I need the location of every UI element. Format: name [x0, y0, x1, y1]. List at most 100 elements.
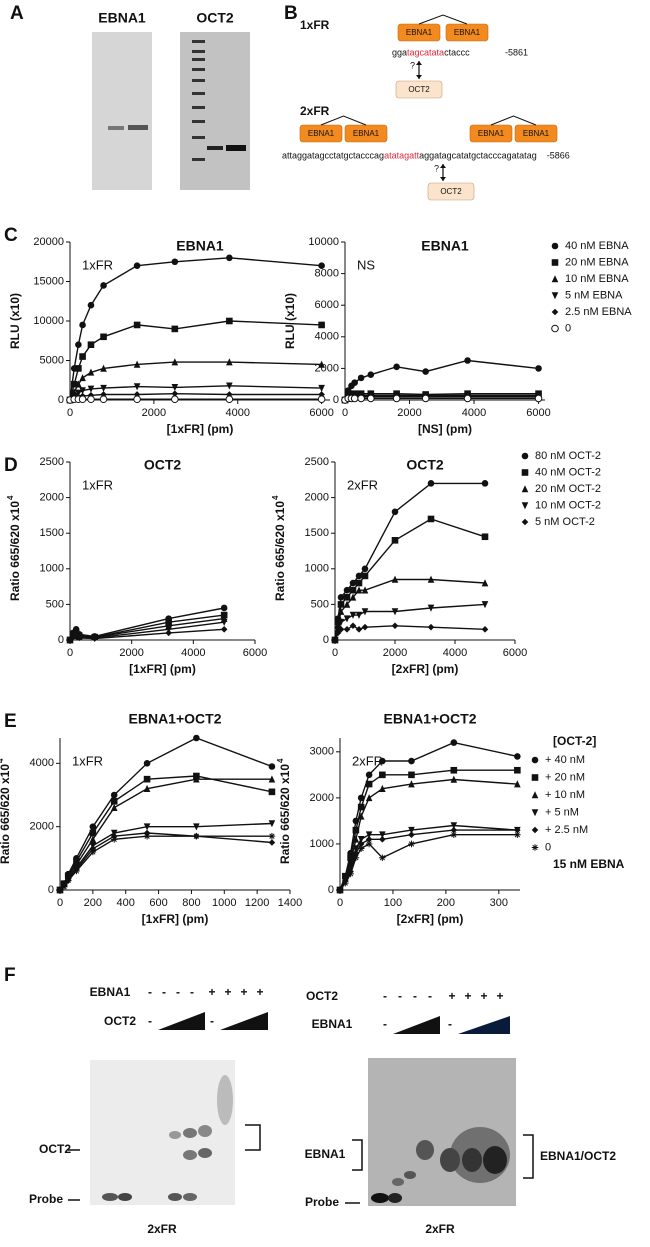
- marker: [220, 604, 228, 612]
- marker: [391, 575, 399, 583]
- y-axis-label-text: Ratio 665/620 x10: [0, 764, 12, 864]
- partner-box: [427, 182, 475, 201]
- marker: [367, 371, 375, 379]
- gel-footer: 2xFR: [425, 1222, 455, 1236]
- marker: [193, 775, 200, 783]
- marker: [110, 803, 118, 811]
- marker: [352, 854, 360, 862]
- marker: [514, 831, 521, 839]
- lane-sign: +: [448, 989, 455, 1003]
- y-tick-label: 8000: [315, 268, 339, 280]
- marker: [450, 831, 458, 839]
- legend-label: 40 nM OCT-2: [535, 466, 601, 478]
- marker: [392, 394, 401, 403]
- marker: [450, 739, 458, 746]
- marker: [355, 611, 363, 619]
- marker: [226, 358, 233, 366]
- marker: [75, 380, 82, 388]
- legend-label: 40 nM EBNA: [565, 240, 629, 252]
- x-tick-label: 300: [490, 897, 508, 909]
- marker: [365, 780, 373, 788]
- marker: [87, 368, 95, 376]
- marker: [268, 839, 276, 846]
- y-axis-label-text: RLU (x10): [8, 293, 22, 349]
- partner-label: OCT2: [408, 85, 430, 94]
- marker: [268, 820, 276, 828]
- construct-label: 1xFR: [300, 18, 330, 32]
- marker: [268, 788, 276, 796]
- legend-marker: [531, 774, 539, 781]
- marker: [133, 262, 141, 270]
- band-label: OCT2: [39, 1142, 71, 1156]
- site-box-label: EBNA1: [523, 129, 550, 138]
- marker: [133, 321, 141, 329]
- series-line: [334, 603, 486, 641]
- marker: [481, 626, 489, 633]
- series-line: [334, 578, 486, 641]
- panel-label: D: [4, 455, 18, 476]
- x-tick-label: 600: [149, 897, 167, 909]
- marker: [463, 394, 472, 403]
- side-label: EBNA1/OCT2: [540, 1149, 616, 1163]
- marker: [391, 608, 399, 616]
- marker: [365, 836, 373, 843]
- marker: [393, 363, 400, 371]
- y-tick-label: 0: [333, 394, 339, 406]
- lane-sign: -: [413, 989, 417, 1003]
- marker: [464, 357, 471, 364]
- marker: [357, 803, 365, 811]
- annotation: 1xFR: [82, 257, 113, 272]
- legend-label: + 20 nM: [545, 771, 585, 783]
- lane-sign: +: [224, 985, 231, 999]
- y-axis-label: RLU (x10): [283, 293, 297, 349]
- y-tick-label: 0: [58, 634, 64, 646]
- gel-label: EBNA1: [98, 10, 146, 26]
- marker: [79, 353, 86, 360]
- legend-marker: [551, 308, 559, 316]
- marker: [91, 635, 98, 642]
- marker: [171, 384, 179, 392]
- legend-marker: [531, 809, 539, 817]
- y-tick-label: 0: [328, 884, 334, 896]
- site-box-label: EBNA1: [478, 129, 505, 138]
- marker: [361, 586, 369, 594]
- legend-marker: [531, 844, 539, 851]
- arrow-head: [416, 61, 422, 65]
- legend-label: + 5 nM: [545, 806, 579, 818]
- marker: [171, 390, 179, 397]
- chart-title: EBNA1: [421, 238, 469, 254]
- legend-marker: [551, 259, 559, 266]
- marker: [87, 301, 95, 309]
- marker: [79, 387, 86, 395]
- marker: [427, 623, 435, 631]
- x-tick-label: 4000: [181, 647, 205, 659]
- marker: [75, 365, 82, 372]
- marker: [64, 877, 72, 884]
- marker: [99, 395, 108, 404]
- marker: [450, 822, 458, 830]
- marker: [361, 565, 369, 573]
- legend-label: 20 nM EBNA: [565, 256, 629, 268]
- y-axis-label-text: Ratio 665/620 x10: [278, 764, 292, 864]
- marker: [318, 321, 325, 329]
- x-axis-label: [1xFR] (pm): [142, 912, 209, 926]
- marker: [408, 780, 415, 788]
- legend-label: 5 nM EBNA: [565, 289, 623, 301]
- marker: [427, 515, 435, 523]
- marker: [514, 753, 521, 760]
- marker: [355, 572, 363, 580]
- lane-sign: -: [176, 985, 180, 999]
- x-tick-label: 2000: [142, 407, 166, 419]
- chart-title: OCT2: [144, 457, 182, 473]
- marker: [535, 365, 542, 372]
- panel-label: C: [4, 225, 18, 246]
- x-axis-label: [1xFR] (pm): [167, 422, 234, 436]
- y-tick-label: 4000: [30, 757, 54, 769]
- y-tick-label: 1000: [310, 838, 334, 850]
- y-tick-label: 10000: [308, 236, 339, 248]
- x-tick-label: 4000: [462, 407, 486, 419]
- legend-label: 2.5 nM EBNA: [565, 306, 632, 318]
- lane-sign: -: [190, 985, 194, 999]
